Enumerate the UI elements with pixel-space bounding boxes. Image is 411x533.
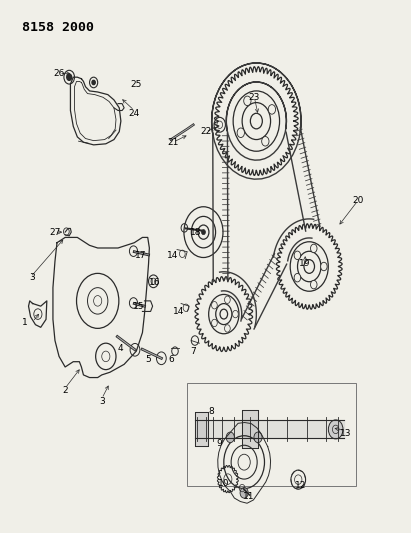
Text: 24: 24 <box>129 109 140 118</box>
Circle shape <box>240 488 248 498</box>
Circle shape <box>328 420 343 439</box>
Text: 22: 22 <box>200 127 211 136</box>
Bar <box>187 383 356 486</box>
Text: 14: 14 <box>167 252 179 261</box>
Circle shape <box>92 80 95 85</box>
Text: 1: 1 <box>22 318 28 327</box>
Text: 27: 27 <box>49 228 61 237</box>
Circle shape <box>212 319 217 327</box>
Text: 5: 5 <box>145 354 151 364</box>
Text: 11: 11 <box>242 492 254 501</box>
Text: 19: 19 <box>300 260 311 268</box>
Circle shape <box>224 325 230 332</box>
Text: 23: 23 <box>249 93 260 102</box>
Text: 7: 7 <box>190 346 196 356</box>
Circle shape <box>237 128 245 138</box>
Circle shape <box>294 273 301 282</box>
Text: 25: 25 <box>131 79 142 88</box>
Text: 14: 14 <box>173 307 185 316</box>
Circle shape <box>254 432 262 442</box>
Text: 21: 21 <box>167 138 179 147</box>
Circle shape <box>67 74 72 80</box>
Text: 20: 20 <box>352 196 364 205</box>
Text: 4: 4 <box>117 344 123 353</box>
Circle shape <box>201 230 206 235</box>
Circle shape <box>262 136 269 146</box>
Text: 12: 12 <box>296 481 307 490</box>
Text: 8158 2000: 8158 2000 <box>23 21 95 34</box>
Circle shape <box>294 251 301 260</box>
Circle shape <box>233 310 238 318</box>
Circle shape <box>268 104 275 114</box>
Text: 6: 6 <box>168 354 174 364</box>
Text: 16: 16 <box>149 278 160 287</box>
Text: 26: 26 <box>53 69 65 78</box>
Text: 3: 3 <box>30 272 35 281</box>
Circle shape <box>321 262 327 271</box>
Text: 9: 9 <box>217 439 223 448</box>
Text: 17: 17 <box>135 252 146 261</box>
Text: 3: 3 <box>99 397 105 406</box>
Circle shape <box>311 280 317 289</box>
Circle shape <box>212 302 217 309</box>
Circle shape <box>311 244 317 253</box>
Text: 2: 2 <box>62 386 68 395</box>
Circle shape <box>226 432 234 442</box>
Text: 8: 8 <box>209 407 215 416</box>
Circle shape <box>244 96 251 106</box>
Text: 18: 18 <box>189 228 201 237</box>
Text: 13: 13 <box>340 429 351 438</box>
Text: 10: 10 <box>218 479 230 488</box>
Circle shape <box>224 296 230 303</box>
Text: 15: 15 <box>133 302 144 311</box>
